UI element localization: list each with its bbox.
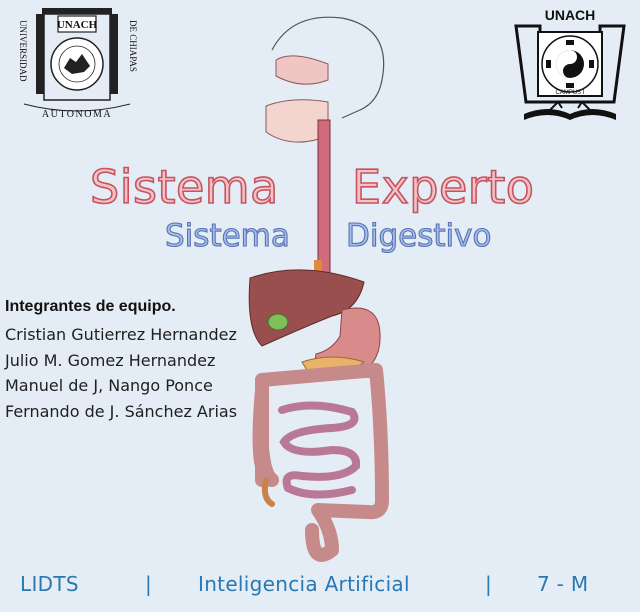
digestive-system-illustration [248, 16, 389, 562]
unach-university-logo: UNACH UNIVERSIDAD DE CHIAPAS AUTONOMA [18, 8, 138, 120]
footer-separator: | [145, 572, 153, 596]
footer-separator: | [485, 572, 493, 596]
team-member: Julio M. Gomez Hernandez [5, 350, 216, 370]
left-logo-top-text: UNACH [57, 19, 98, 31]
left-logo-side-right: DE CHIAPAS [128, 20, 138, 72]
team-member: Cristian Gutierrez Hernandez [5, 325, 237, 344]
team-heading: Integrantes de equipo. [5, 298, 176, 315]
left-logo-side-left: UNIVERSIDAD [18, 20, 28, 82]
subtitle-digestivo: Digestivo [345, 217, 492, 254]
title-sistema: Sistema [89, 159, 279, 215]
title-experto: Experto [351, 159, 535, 215]
footer-course: Inteligencia Artificial [198, 572, 410, 596]
team-member: Manuel de J, Nango Ponce [5, 376, 213, 395]
faculty-logo: UNACH CAMPUS I [514, 7, 626, 120]
subtitle-sistema: Sistema [164, 217, 290, 254]
team-section: Integrantes de equipo. Cristian Gutierre… [5, 298, 237, 424]
footer-group: 7 - M [537, 572, 589, 596]
left-logo-bottom: AUTONOMA [42, 109, 112, 120]
right-logo-campus: CAMPUS I [555, 90, 584, 96]
team-member: Fernando de J. Sánchez Arias [5, 401, 238, 421]
footer-program: LIDTS [20, 572, 79, 596]
right-logo-top-text: UNACH [545, 7, 596, 23]
